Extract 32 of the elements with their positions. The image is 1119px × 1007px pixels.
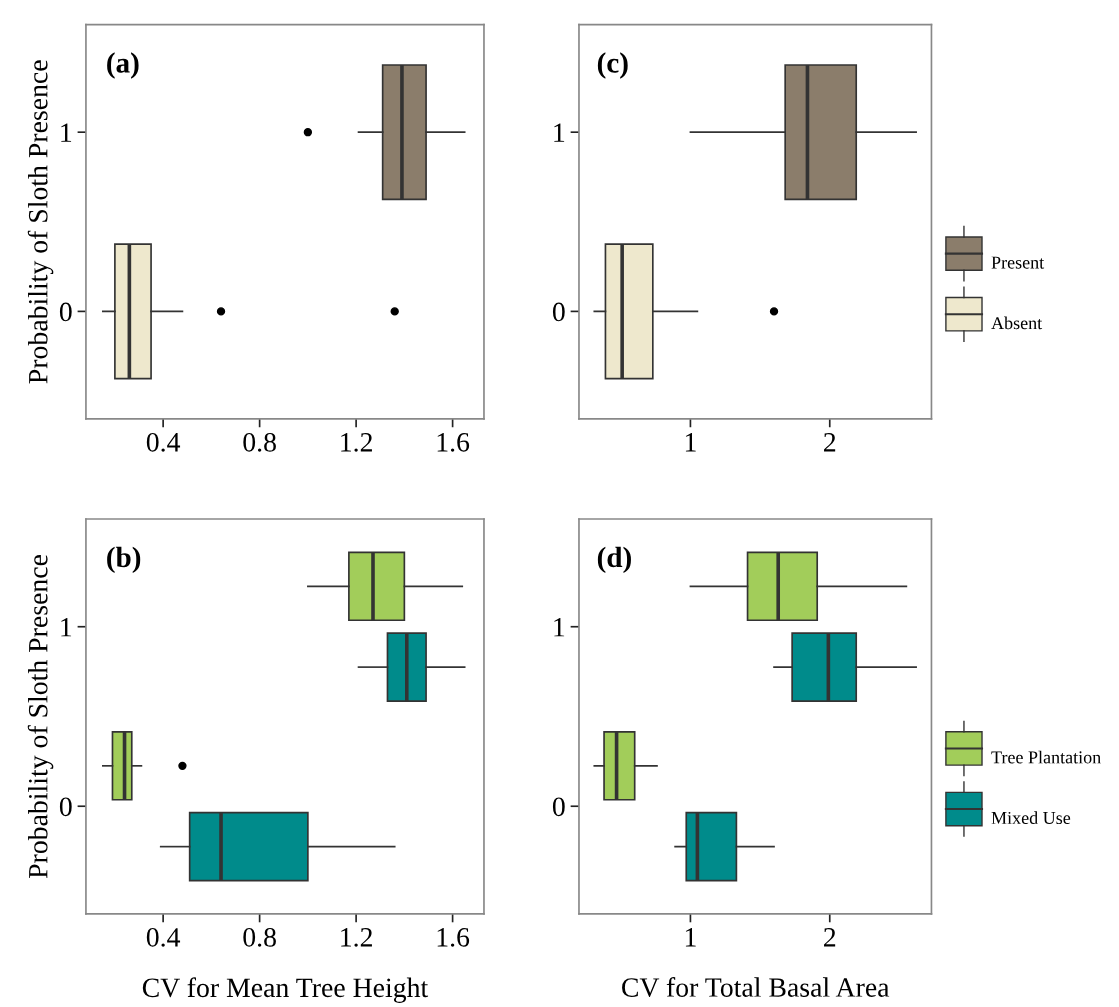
x-tick-label: 2 bbox=[824, 928, 836, 947]
y-tick-label: 0 bbox=[552, 302, 565, 322]
y-tick-label: 1 bbox=[61, 618, 72, 637]
x-tick-label: 0.4 bbox=[146, 432, 181, 452]
text: (a) bbox=[107, 52, 139, 79]
text: (c) bbox=[597, 52, 628, 79]
y-tick-label: 1 bbox=[554, 618, 565, 637]
x-tick-label: 1.2 bbox=[341, 432, 372, 452]
x-tick-label: 1.6 bbox=[437, 928, 470, 947]
y-axis-title: Probability of Sloth Presence bbox=[27, 555, 54, 879]
y-axis-title: Probability of Sloth Presence bbox=[27, 60, 54, 384]
text: (d) bbox=[597, 546, 631, 574]
x-tick-label: 1.2 bbox=[341, 928, 372, 947]
x-tick-label: 1 bbox=[685, 433, 696, 452]
legend-label: Mixed Use bbox=[991, 811, 1071, 825]
legend-label: Absent bbox=[991, 316, 1043, 330]
x-tick-label: 1 bbox=[685, 928, 696, 947]
y-tick-label: 0 bbox=[59, 302, 72, 322]
legend-label: Tree Plantation bbox=[991, 750, 1101, 764]
x-tick-label: 2 bbox=[824, 432, 836, 452]
y-tick-label: 1 bbox=[554, 123, 565, 142]
x-tick-label: 0.8 bbox=[243, 927, 276, 947]
legend-label: Present bbox=[991, 256, 1045, 269]
y-tick-label: 0 bbox=[552, 797, 565, 817]
x-tick-label: 0.8 bbox=[243, 432, 276, 452]
x-axis-title: CV for Total Basal Area bbox=[622, 977, 890, 998]
y-tick-label: 0 bbox=[59, 797, 72, 817]
x-tick-label: 0.4 bbox=[146, 927, 181, 947]
x-axis-title: CV for Mean Tree Height bbox=[142, 977, 429, 1003]
x-tick-label: 1.6 bbox=[437, 432, 470, 452]
text: (b) bbox=[107, 546, 141, 574]
y-tick-label: 1 bbox=[61, 123, 72, 142]
